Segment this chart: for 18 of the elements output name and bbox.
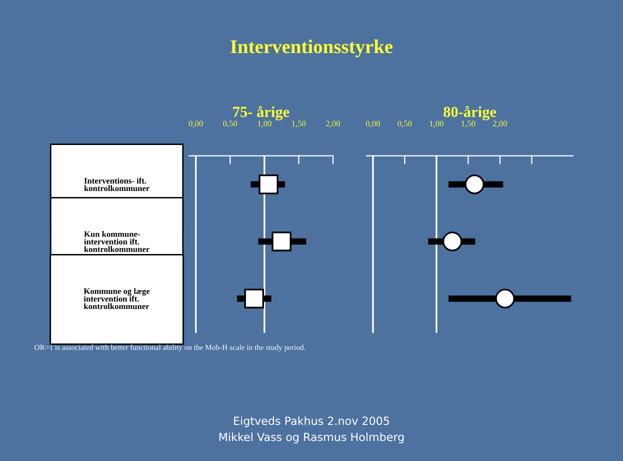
chart-title: 80-årige bbox=[444, 106, 496, 120]
y-tick-label: Kommune og læge intervention ift. kontrolkommuner bbox=[84, 288, 150, 310]
x-tick-label: 1,50 bbox=[462, 120, 476, 128]
chart-title: 75- årige bbox=[233, 106, 290, 120]
x-tick-label: 0,00 bbox=[188, 120, 203, 128]
text: Eigtveds Pakhus 2.nov 2005 bbox=[234, 416, 390, 428]
x-tick-label: 1,00 bbox=[258, 120, 272, 128]
text: Interventionsstyrke bbox=[230, 40, 393, 58]
x-tick-label: 1,50 bbox=[292, 120, 306, 128]
text: Mikkel Vass og Rasmus Holmberg bbox=[219, 432, 404, 444]
x-tick-label: 2,00 bbox=[493, 120, 507, 128]
x-tick-label: 0,50 bbox=[223, 120, 238, 128]
x-tick-label: 2,00 bbox=[326, 120, 340, 128]
y-tick-label: Kun kommune- intervention ift. kontrolkommuner bbox=[84, 231, 150, 252]
y-tick-label: Interventions- ift. kontrolkommuner bbox=[84, 178, 150, 192]
x-tick-label: 0,00 bbox=[366, 120, 380, 128]
x-tick-label: 1,00 bbox=[430, 120, 444, 128]
x-tick-label: 0,50 bbox=[398, 120, 412, 128]
